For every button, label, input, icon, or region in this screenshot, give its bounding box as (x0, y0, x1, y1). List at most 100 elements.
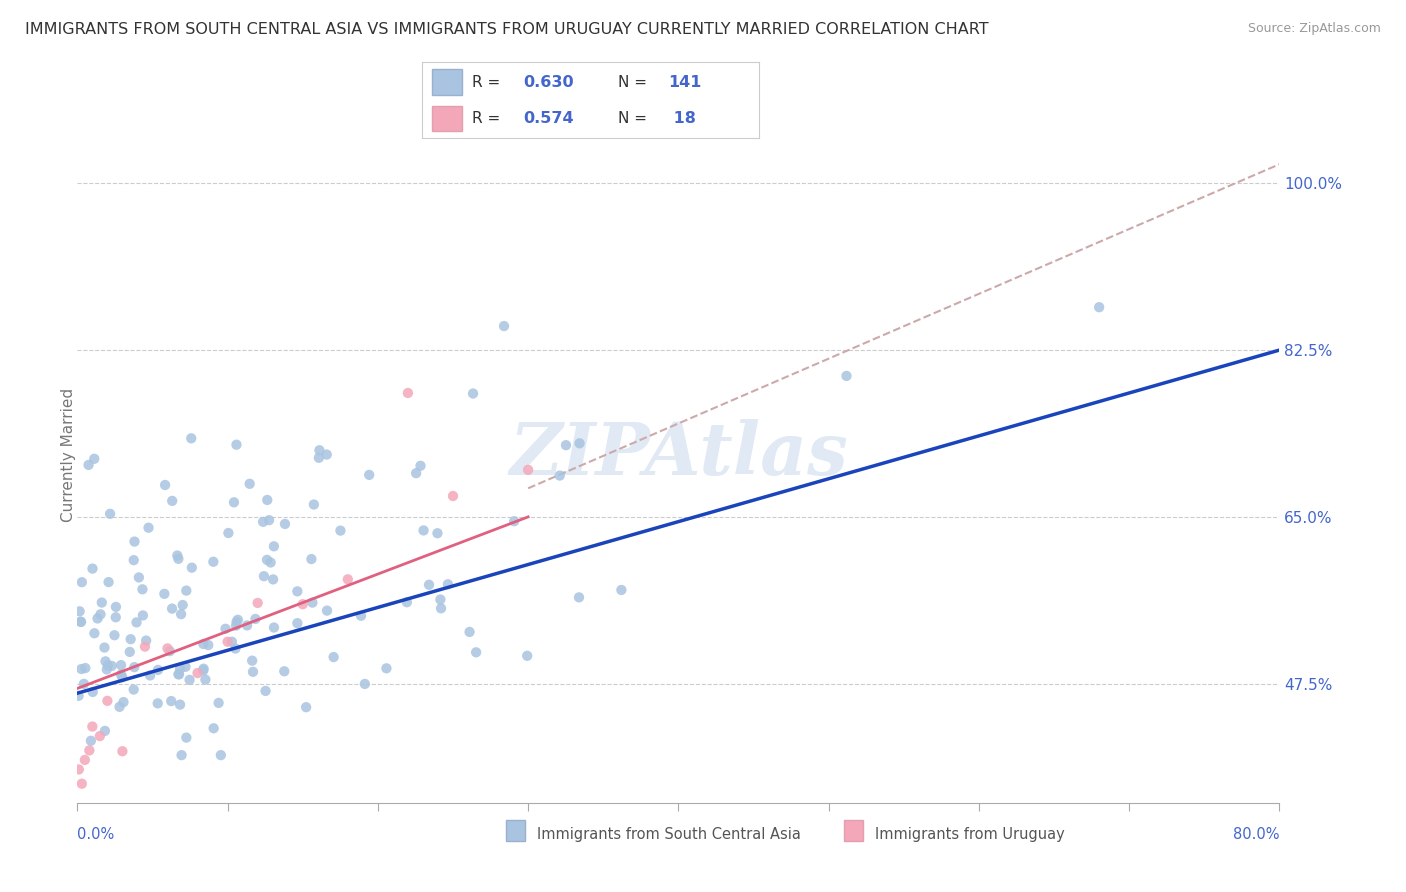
Point (568, 436, 591, 450)
Point (100, 659, 122, 673)
Point (610, 582, 633, 597)
Point (221, 634, 243, 648)
Point (125, 615, 148, 630)
Point (180, 560, 202, 574)
Point (67, 689, 90, 703)
Point (194, 673, 217, 687)
Point (395, 595, 418, 609)
Point (242, 665, 264, 679)
Point (70, 777, 93, 791)
Text: Source: ZipAtlas.com: Source: ZipAtlas.com (1247, 22, 1381, 36)
Point (222, 495, 245, 509)
Point (458, 624, 481, 639)
Point (174, 660, 197, 674)
Point (89, 729, 111, 743)
Point (86, 611, 108, 625)
Point (517, 463, 540, 477)
Point (316, 604, 339, 618)
Point (96, 694, 118, 708)
Point (225, 615, 247, 629)
Point (430, 601, 453, 615)
Point (396, 386, 419, 401)
Point (336, 572, 359, 586)
Point (437, 577, 460, 591)
Point (568, 591, 591, 605)
Point (302, 498, 325, 512)
Text: 141: 141 (668, 75, 702, 90)
Y-axis label: Currently Married: Currently Married (62, 388, 76, 522)
Point (239, 476, 262, 491)
Point (217, 526, 239, 541)
Point (167, 667, 190, 681)
Point (176, 731, 198, 745)
Point (256, 553, 278, 567)
Point (73, 753, 96, 767)
Point (70, 662, 93, 676)
FancyBboxPatch shape (432, 105, 463, 131)
Point (110, 667, 132, 681)
Text: R =: R = (472, 75, 506, 90)
Point (273, 665, 295, 679)
Point (217, 634, 239, 648)
Point (167, 667, 190, 681)
Point (225, 438, 247, 452)
Point (359, 467, 381, 482)
Point (225, 618, 247, 632)
Point (170, 607, 193, 622)
Point (214, 622, 236, 636)
Point (246, 596, 269, 610)
Point (135, 633, 157, 648)
Point (90, 596, 112, 610)
Point (69, 615, 91, 629)
Text: N =: N = (617, 75, 651, 90)
Point (156, 641, 179, 656)
Point (1088, 300, 1111, 314)
Point (254, 684, 277, 698)
Point (176, 583, 198, 598)
Point (124, 660, 146, 674)
Point (122, 553, 145, 567)
Point (308, 450, 330, 465)
Point (70, 615, 93, 629)
Point (82, 561, 104, 575)
Point (172, 598, 194, 612)
Point (96, 662, 118, 676)
Point (169, 698, 191, 712)
Point (236, 618, 259, 632)
Point (166, 549, 188, 563)
Text: 0.0%: 0.0% (77, 827, 114, 841)
Point (97, 575, 120, 590)
Text: 0.630: 0.630 (523, 75, 574, 90)
Point (153, 587, 176, 601)
Point (412, 524, 434, 538)
Point (139, 668, 162, 682)
Point (75, 661, 97, 675)
Point (429, 592, 451, 607)
Point (89, 607, 111, 622)
Point (82, 720, 104, 734)
Point (197, 638, 219, 652)
Point (548, 468, 571, 483)
Point (492, 319, 515, 334)
Point (187, 666, 209, 681)
Point (253, 569, 276, 583)
Point (285, 584, 308, 599)
Point (193, 637, 215, 651)
Point (245, 612, 267, 626)
Point (835, 368, 858, 383)
Point (97, 658, 120, 673)
Point (409, 458, 432, 473)
Point (274, 516, 297, 531)
Text: ZIPAtlas: ZIPAtlas (509, 419, 848, 491)
Text: Immigrants from South Central Asia: Immigrants from South Central Asia (537, 827, 801, 841)
Point (103, 628, 125, 642)
Point (77, 458, 100, 472)
Point (353, 677, 375, 691)
Point (67, 763, 90, 777)
Point (69, 604, 91, 618)
Text: 80.0%: 80.0% (1233, 827, 1279, 841)
Point (131, 582, 153, 597)
Point (315, 448, 337, 462)
Point (252, 515, 274, 529)
Point (138, 521, 160, 535)
